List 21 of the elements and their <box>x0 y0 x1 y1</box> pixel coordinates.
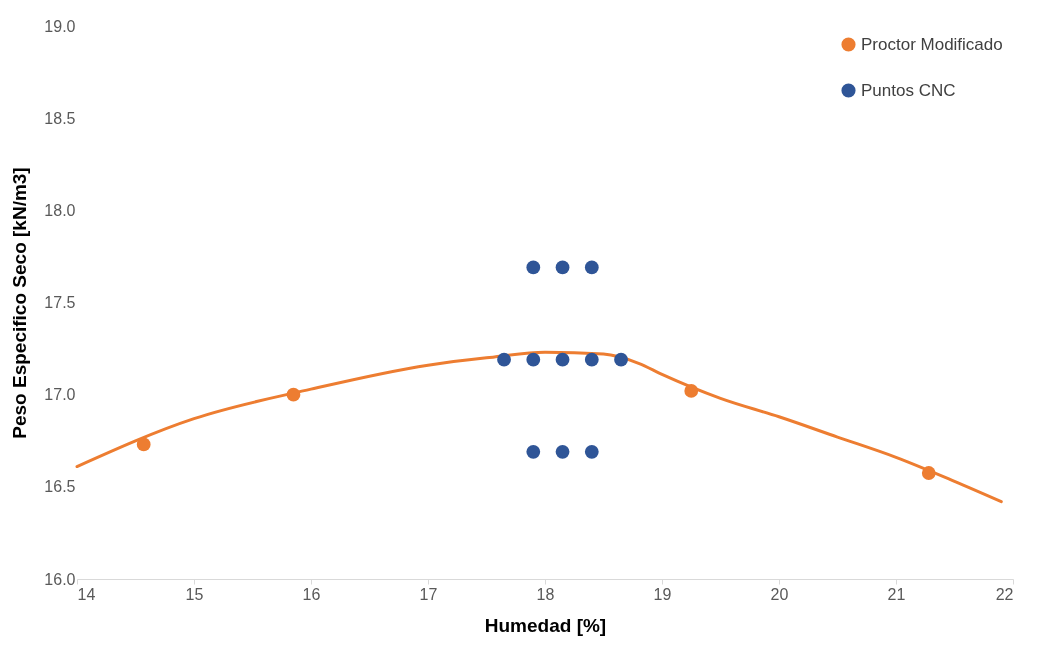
x-tick-label: 17 <box>419 585 438 603</box>
y-tick-label: 17.0 <box>44 386 76 404</box>
x-tick-label: 22 <box>995 585 1014 603</box>
y-axis-title: Peso Especifico Seco [kN/m3] <box>9 167 31 439</box>
legend-label: Proctor Modificado <box>861 34 1003 54</box>
y-tick-label: 16.5 <box>44 478 76 496</box>
y-tick-label: 16.0 <box>44 570 76 588</box>
x-tick-label: 18 <box>536 585 555 603</box>
y-tick-label: 19.0 <box>44 17 76 35</box>
x-tick-label: 15 <box>185 585 204 603</box>
x-tick-label: 21 <box>887 585 906 603</box>
y-tick-label: 18.5 <box>44 109 76 127</box>
x-tick-label: 19 <box>653 585 672 603</box>
legend-label: Puntos CNC <box>861 80 956 100</box>
x-tick-label: 14 <box>77 585 96 603</box>
x-tick-label: 20 <box>770 585 789 603</box>
x-axis-title: Humedad [%] <box>484 614 607 636</box>
y-tick-label: 17.5 <box>44 294 76 311</box>
x-tick-label: 16 <box>302 585 321 603</box>
line-series <box>75 350 1003 504</box>
y-tick-label: 18.0 <box>44 201 76 219</box>
